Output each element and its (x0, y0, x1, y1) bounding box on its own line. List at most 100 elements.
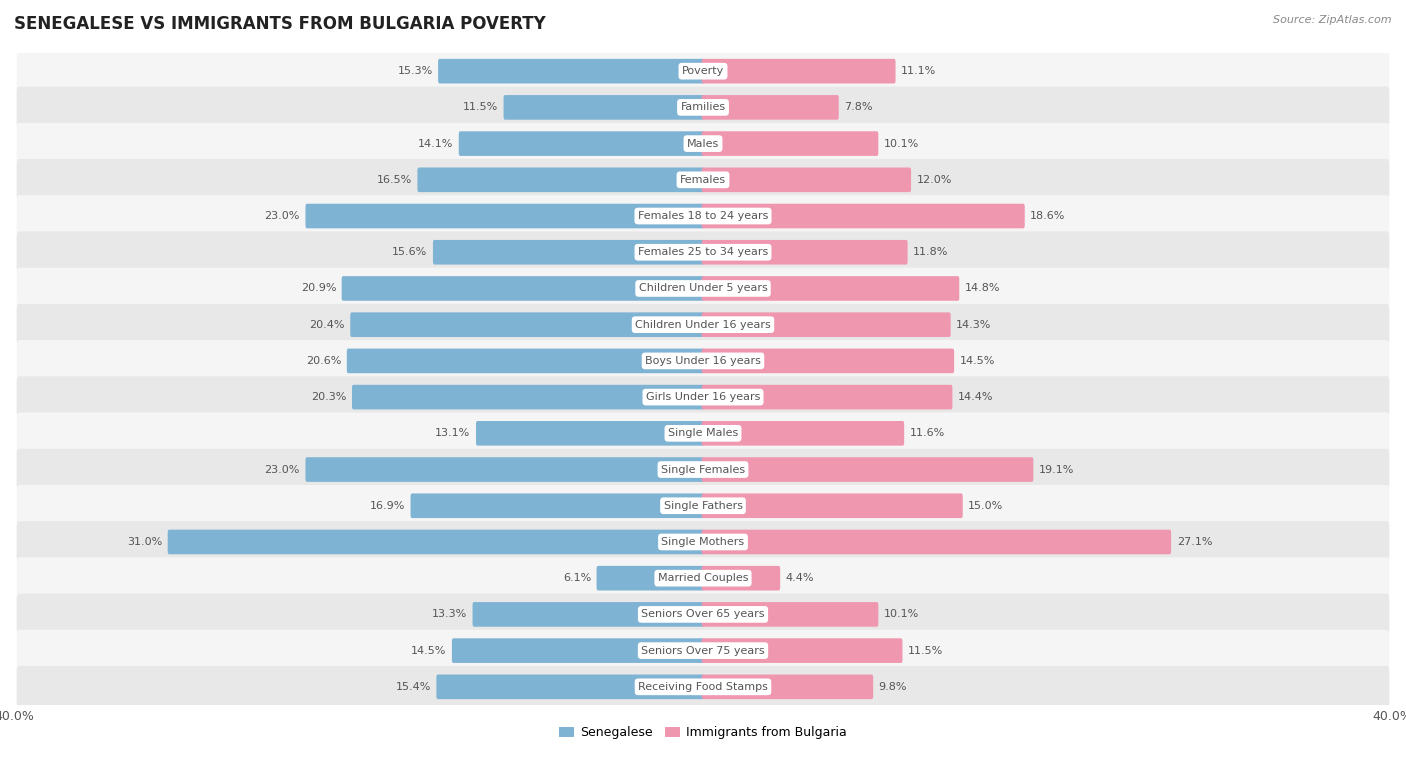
FancyBboxPatch shape (702, 276, 959, 301)
FancyBboxPatch shape (17, 412, 1389, 454)
FancyBboxPatch shape (17, 557, 1389, 599)
FancyBboxPatch shape (305, 204, 704, 228)
Legend: Senegalese, Immigrants from Bulgaria: Senegalese, Immigrants from Bulgaria (554, 722, 852, 744)
FancyBboxPatch shape (17, 50, 1389, 92)
Text: Females 25 to 34 years: Females 25 to 34 years (638, 247, 768, 257)
Text: 13.1%: 13.1% (436, 428, 471, 438)
Text: Females: Females (681, 175, 725, 185)
FancyBboxPatch shape (411, 493, 704, 518)
FancyBboxPatch shape (451, 638, 704, 663)
FancyBboxPatch shape (702, 675, 873, 699)
FancyBboxPatch shape (418, 168, 704, 192)
FancyBboxPatch shape (167, 530, 704, 554)
Text: 11.5%: 11.5% (463, 102, 498, 112)
FancyBboxPatch shape (436, 675, 704, 699)
Text: 14.4%: 14.4% (957, 392, 994, 402)
FancyBboxPatch shape (17, 340, 1389, 382)
FancyBboxPatch shape (702, 457, 1033, 482)
FancyBboxPatch shape (702, 131, 879, 156)
Text: Single Mothers: Single Mothers (661, 537, 745, 547)
Text: 18.6%: 18.6% (1031, 211, 1066, 221)
Text: 9.8%: 9.8% (879, 682, 907, 692)
Text: Children Under 5 years: Children Under 5 years (638, 283, 768, 293)
FancyBboxPatch shape (596, 566, 704, 590)
Text: 4.4%: 4.4% (786, 573, 814, 583)
Text: Families: Families (681, 102, 725, 112)
Text: 14.3%: 14.3% (956, 320, 991, 330)
FancyBboxPatch shape (503, 95, 704, 120)
FancyBboxPatch shape (702, 638, 903, 663)
Text: 23.0%: 23.0% (264, 211, 299, 221)
FancyBboxPatch shape (433, 240, 704, 265)
FancyBboxPatch shape (702, 168, 911, 192)
Text: 6.1%: 6.1% (562, 573, 591, 583)
Text: Children Under 16 years: Children Under 16 years (636, 320, 770, 330)
FancyBboxPatch shape (17, 159, 1389, 201)
FancyBboxPatch shape (702, 421, 904, 446)
FancyBboxPatch shape (17, 268, 1389, 309)
Text: 12.0%: 12.0% (917, 175, 952, 185)
Text: 15.0%: 15.0% (969, 501, 1004, 511)
Text: Males: Males (688, 139, 718, 149)
Text: 20.4%: 20.4% (309, 320, 344, 330)
Text: 20.9%: 20.9% (301, 283, 336, 293)
FancyBboxPatch shape (17, 86, 1389, 128)
Text: 19.1%: 19.1% (1039, 465, 1074, 475)
Text: 16.9%: 16.9% (370, 501, 405, 511)
Text: 14.1%: 14.1% (418, 139, 453, 149)
Text: 11.5%: 11.5% (908, 646, 943, 656)
Text: 11.8%: 11.8% (912, 247, 949, 257)
FancyBboxPatch shape (477, 421, 704, 446)
FancyBboxPatch shape (472, 602, 704, 627)
FancyBboxPatch shape (305, 457, 704, 482)
FancyBboxPatch shape (702, 349, 955, 373)
FancyBboxPatch shape (17, 196, 1389, 236)
FancyBboxPatch shape (439, 59, 704, 83)
Text: 14.5%: 14.5% (960, 356, 995, 366)
Text: 11.1%: 11.1% (901, 66, 936, 76)
FancyBboxPatch shape (17, 666, 1389, 708)
Text: Girls Under 16 years: Girls Under 16 years (645, 392, 761, 402)
Text: 16.5%: 16.5% (377, 175, 412, 185)
FancyBboxPatch shape (17, 449, 1389, 490)
Text: 13.3%: 13.3% (432, 609, 467, 619)
Text: Married Couples: Married Couples (658, 573, 748, 583)
FancyBboxPatch shape (702, 95, 839, 120)
FancyBboxPatch shape (458, 131, 704, 156)
FancyBboxPatch shape (702, 385, 952, 409)
FancyBboxPatch shape (350, 312, 704, 337)
Text: 7.8%: 7.8% (844, 102, 873, 112)
FancyBboxPatch shape (17, 485, 1389, 527)
FancyBboxPatch shape (702, 240, 908, 265)
Text: 23.0%: 23.0% (264, 465, 299, 475)
Text: Females 18 to 24 years: Females 18 to 24 years (638, 211, 768, 221)
FancyBboxPatch shape (702, 602, 879, 627)
FancyBboxPatch shape (352, 385, 704, 409)
FancyBboxPatch shape (702, 493, 963, 518)
FancyBboxPatch shape (17, 304, 1389, 346)
FancyBboxPatch shape (702, 566, 780, 590)
FancyBboxPatch shape (17, 231, 1389, 273)
FancyBboxPatch shape (702, 59, 896, 83)
FancyBboxPatch shape (17, 522, 1389, 562)
FancyBboxPatch shape (342, 276, 704, 301)
Text: 31.0%: 31.0% (127, 537, 162, 547)
FancyBboxPatch shape (17, 630, 1389, 672)
Text: 15.4%: 15.4% (395, 682, 430, 692)
Text: 15.6%: 15.6% (392, 247, 427, 257)
Text: 14.8%: 14.8% (965, 283, 1000, 293)
Text: 20.3%: 20.3% (311, 392, 346, 402)
FancyBboxPatch shape (17, 123, 1389, 164)
Text: 10.1%: 10.1% (884, 609, 920, 619)
Text: SENEGALESE VS IMMIGRANTS FROM BULGARIA POVERTY: SENEGALESE VS IMMIGRANTS FROM BULGARIA P… (14, 15, 546, 33)
FancyBboxPatch shape (17, 594, 1389, 635)
Text: 10.1%: 10.1% (884, 139, 920, 149)
Text: Poverty: Poverty (682, 66, 724, 76)
Text: 20.6%: 20.6% (307, 356, 342, 366)
FancyBboxPatch shape (702, 204, 1025, 228)
Text: Seniors Over 65 years: Seniors Over 65 years (641, 609, 765, 619)
Text: Single Females: Single Females (661, 465, 745, 475)
Text: 15.3%: 15.3% (398, 66, 433, 76)
FancyBboxPatch shape (347, 349, 704, 373)
Text: Receiving Food Stamps: Receiving Food Stamps (638, 682, 768, 692)
